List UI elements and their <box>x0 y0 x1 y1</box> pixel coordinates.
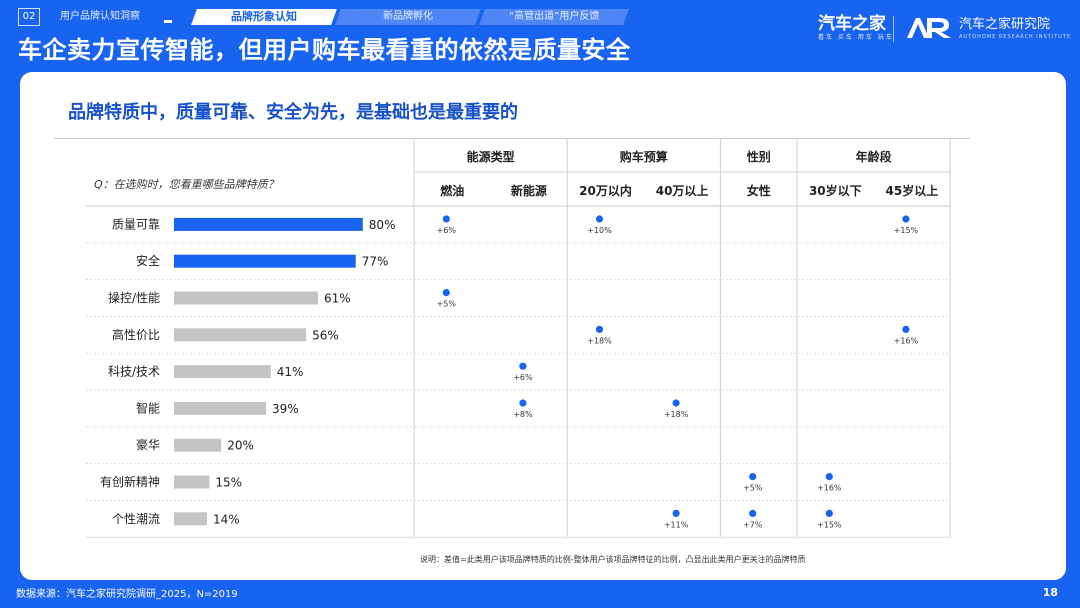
question-label: Q：在选购时，您看重哪些品牌特质？ <box>94 178 279 191</box>
difference-dot <box>442 289 450 297</box>
bar-value-label: 15% <box>215 476 242 490</box>
ar-mark-icon <box>907 18 951 38</box>
difference-label: +18% <box>664 410 689 419</box>
difference-dot <box>749 473 757 481</box>
bar <box>174 254 356 268</box>
difference-label: +7% <box>743 520 763 529</box>
column-header: 20万以内 <box>579 183 632 198</box>
nav-tab-new-brand-incubation[interactable]: 新品牌孵化 <box>335 9 481 25</box>
bar <box>174 365 271 379</box>
bar-value-label: 41% <box>277 365 304 379</box>
bar <box>174 475 210 489</box>
page-title: 车企卖力宣传智能，但用户购车最看重的依然是质量安全 <box>18 36 631 64</box>
data-source: 数据来源：汽车之家研究院调研_2025，N=2019 <box>16 589 238 600</box>
difference-dot <box>825 473 833 481</box>
difference-label: +6% <box>513 373 533 382</box>
bar-value-label: 80% <box>369 218 396 232</box>
difference-dot <box>825 509 833 517</box>
column-header: 燃油 <box>440 183 464 198</box>
bar <box>174 291 318 305</box>
group-header: 购车预算 <box>620 149 668 164</box>
difference-label: +11% <box>664 520 689 529</box>
column-header: 45岁以上 <box>886 183 939 198</box>
autohome-logo: 汽车之家 看车 买车 用车 玩车 <box>818 14 894 41</box>
column-header: 女性 <box>747 183 771 198</box>
difference-dot <box>749 509 757 517</box>
bar <box>174 438 222 452</box>
category-label: 智能 <box>136 400 160 415</box>
category-label: 有创新精神 <box>100 474 160 489</box>
category-label: 质量可靠 <box>112 217 160 231</box>
group-header: 年龄段 <box>856 149 893 164</box>
bar <box>174 512 208 526</box>
bar <box>174 401 267 415</box>
bar-value-label: 61% <box>324 292 351 306</box>
category-label: 安全 <box>136 253 160 268</box>
bar-value-label: 77% <box>362 255 389 269</box>
nav-tab-brand-image[interactable]: 品牌形象认知 <box>191 9 337 25</box>
section-number: 02 <box>18 8 40 26</box>
page-number: 18 <box>1042 586 1058 599</box>
logo-divider <box>893 16 894 42</box>
nav-dash-divider <box>164 20 172 23</box>
difference-dot <box>902 215 910 223</box>
difference-dot <box>672 509 680 517</box>
difference-label: +8% <box>513 410 533 419</box>
content-card: 品牌特质中，质量可靠、安全为先，是基础也是最重要的 能源类型 购车预算 性别 年龄段燃… <box>20 72 1066 580</box>
bar-value-label: 20% <box>227 439 254 453</box>
difference-label: +15% <box>894 226 919 235</box>
category-label: 高性价比 <box>112 327 160 342</box>
category-label: 个性潮流 <box>112 511 160 526</box>
category-label: 科技/技术 <box>108 365 160 379</box>
bar-value-label: 39% <box>272 402 299 416</box>
bar-value-label: 14% <box>213 512 240 526</box>
difference-dot <box>672 399 680 407</box>
difference-dot <box>595 215 604 223</box>
difference-dot <box>442 215 450 223</box>
difference-label: +6% <box>437 226 457 235</box>
category-label: 豪华 <box>136 437 160 452</box>
difference-label: +5% <box>437 300 457 309</box>
category-label: 操控/性能 <box>108 290 160 305</box>
column-header: 40万以上 <box>656 183 709 198</box>
difference-label: +5% <box>743 484 763 493</box>
subtitle-underline <box>54 138 970 139</box>
difference-dot <box>902 325 910 333</box>
nav-tab-user-brand-insight[interactable]: 用户品牌认知洞察 <box>60 11 140 22</box>
nav-tab-executive-feedback[interactable]: “高管出道”用户反馈 <box>479 9 629 25</box>
difference-dot <box>519 362 527 370</box>
difference-dot <box>595 325 604 333</box>
bar <box>174 328 307 342</box>
chart-note: 说明：差值=此类用户该项品牌特质的比例-整体用户该项品牌特征的比例，凸显出此类用… <box>420 555 806 564</box>
bar-value-label: 56% <box>312 328 339 342</box>
group-header: 能源类型 <box>467 149 515 164</box>
difference-dot <box>519 399 527 407</box>
column-header: 新能源 <box>511 183 547 198</box>
group-header: 性别 <box>746 149 771 164</box>
difference-label: +10% <box>587 226 612 235</box>
difference-label: +15% <box>817 520 842 529</box>
difference-label: +16% <box>817 484 842 493</box>
difference-label: +18% <box>587 336 612 345</box>
bar <box>174 217 363 231</box>
column-header: 30岁以下 <box>809 183 862 198</box>
chart-subtitle: 品牌特质中，质量可靠、安全为先，是基础也是最重要的 <box>68 102 518 123</box>
difference-label: +16% <box>894 336 919 345</box>
